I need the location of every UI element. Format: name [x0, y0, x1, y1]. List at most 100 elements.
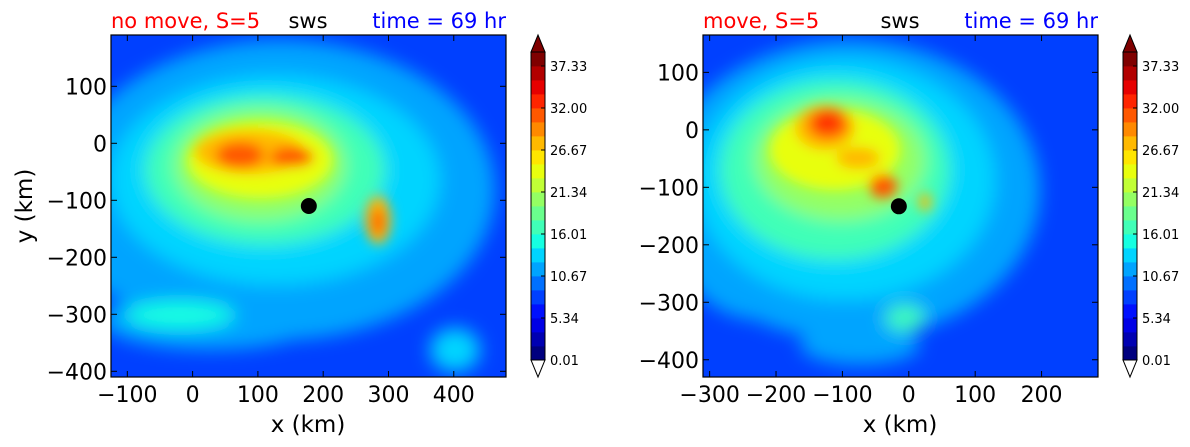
colorbar-tick-label: 16.01 [550, 228, 587, 243]
y-tick-label: 0 [685, 119, 699, 144]
colorbar-extend-max [1122, 33, 1138, 53]
colorbar-band [1123, 80, 1137, 95]
colorbar-band [531, 318, 545, 333]
colorbar-tick-label: 10.67 [550, 270, 587, 285]
colorbar-tick-label: 26.67 [550, 144, 587, 159]
panel2-title-left: move, S=5 [703, 9, 819, 33]
y-tick-label: 100 [657, 61, 699, 86]
y-tick-label: −400 [47, 360, 107, 385]
colorbar-band [1123, 108, 1137, 123]
panel2-plot-frame [702, 34, 1099, 378]
colorbar-band [1123, 332, 1137, 347]
panel2-title-center: sws [880, 9, 919, 33]
colorbar-2: 37.33 32.00 26.67 21.34 16.01 10.67 5.34 0.01 [1122, 33, 1179, 379]
colorbar-frame [1122, 51, 1138, 361]
colorbar-1: 37.33 32.00 26.67 21.34 16.01 10.67 5.34 0.01 [530, 33, 587, 379]
panel2-contour-field [703, 35, 1098, 377]
colorbar-band [531, 108, 545, 123]
colorbar-band [1123, 94, 1137, 109]
y-tick-label: −300 [47, 303, 107, 328]
colorbar-band [1123, 248, 1137, 263]
colorbar-band [531, 80, 545, 95]
y-tick-label: −200 [47, 246, 107, 271]
panel1-title-right: time = 69 hr [372, 9, 506, 33]
colorbar-band [1123, 122, 1137, 137]
colorbar-band [1123, 234, 1137, 249]
x-tick-label: −100 [97, 383, 157, 408]
colorbar-band [531, 178, 545, 193]
colorbar-band [1123, 318, 1137, 333]
colorbar-band [1123, 262, 1137, 277]
x-tick-label: 400 [433, 383, 475, 408]
colorbar-extend-max [530, 33, 546, 53]
colorbar-band [1123, 206, 1137, 221]
y-tick-label: 100 [65, 75, 107, 100]
x-tick-label: −100 [812, 383, 872, 408]
colorbar-band [531, 290, 545, 305]
colorbar-band [531, 220, 545, 235]
colorbar-band [531, 122, 545, 137]
colorbar-tick-label: 37.33 [550, 60, 587, 75]
panel1-y-axis: 100 0 −100 −200 −300 −400 y (km) [12, 75, 506, 385]
colorbar-band [531, 136, 545, 151]
y-tick-label: −300 [639, 291, 699, 316]
colorbar-band [1123, 304, 1137, 319]
colorbar-band [531, 304, 545, 319]
colorbar-tick-label: 10.67 [1142, 270, 1179, 285]
x-tick-label: 200 [302, 383, 344, 408]
colorbar-band [531, 262, 545, 277]
colorbar-band [1123, 346, 1137, 361]
colorbar-band [531, 52, 545, 67]
y-tick-label: −200 [639, 234, 699, 259]
panel2-y-axis: 100 0 −100 −200 −300 −400 [639, 61, 1098, 374]
colorbar-band [1123, 220, 1137, 235]
colorbar-tick-label: 5.34 [1142, 312, 1171, 327]
colorbar-tick-label: 37.33 [1142, 60, 1179, 75]
colorbar-band [1123, 178, 1137, 193]
colorbar-frame [530, 51, 546, 361]
panel2-center-marker [890, 198, 907, 215]
panel1-center-marker [300, 198, 317, 214]
y-tick-label: 0 [93, 132, 107, 157]
colorbar-band [531, 192, 545, 207]
colorbar-tick-label: 16.01 [1142, 228, 1179, 243]
panel1-xlabel: x (km) [271, 412, 346, 438]
colorbar-tick-label: 21.34 [1142, 186, 1179, 201]
colorbar-extend-min [530, 359, 546, 379]
colorbar-band [531, 150, 545, 165]
colorbar-band [531, 206, 545, 221]
colorbar-band [1123, 192, 1137, 207]
colorbar-band [531, 66, 545, 81]
colorbar-tick-label: 0.01 [1142, 354, 1171, 369]
colorbar-band [1123, 136, 1137, 151]
x-tick-label: 0 [902, 383, 916, 408]
panel-move: move, S=5 sws time = 69 hr [639, 9, 1099, 438]
colorbar-band [531, 94, 545, 109]
colorbar-band [531, 164, 545, 179]
x-tick-label: −200 [746, 383, 806, 408]
colorbar-band [531, 234, 545, 249]
panel-no-move: no move, S=5 sws time = 69 hr [12, 9, 507, 438]
colorbar-band [531, 276, 545, 291]
colorbar-tick-label: 5.34 [550, 312, 579, 327]
panel1-ylabel: y (km) [12, 169, 38, 244]
colorbar-tick-label: 26.67 [1142, 144, 1179, 159]
panel2-title-right: time = 69 hr [964, 9, 1098, 33]
colorbar-band [1123, 52, 1137, 67]
colorbar-band [531, 346, 545, 361]
colorbar-tick-label: 32.00 [1142, 102, 1179, 117]
panel1-x-axis: −100 0 100 200 300 400 x (km) [97, 35, 475, 438]
y-tick-label: −100 [639, 176, 699, 201]
colorbar-band [531, 332, 545, 347]
y-tick-label: −100 [47, 189, 107, 214]
colorbar-band [531, 248, 545, 263]
colorbar-tick-label: 32.00 [550, 102, 587, 117]
x-tick-label: 200 [1021, 383, 1063, 408]
x-tick-label: 100 [237, 383, 279, 408]
panel2-xlabel: x (km) [863, 412, 938, 438]
colorbar-tick-label: 21.34 [550, 186, 587, 201]
y-tick-label: −400 [639, 349, 699, 374]
panel1-title-center: sws [288, 9, 327, 33]
colorbar-band [1123, 66, 1137, 81]
colorbar-band [1123, 290, 1137, 305]
